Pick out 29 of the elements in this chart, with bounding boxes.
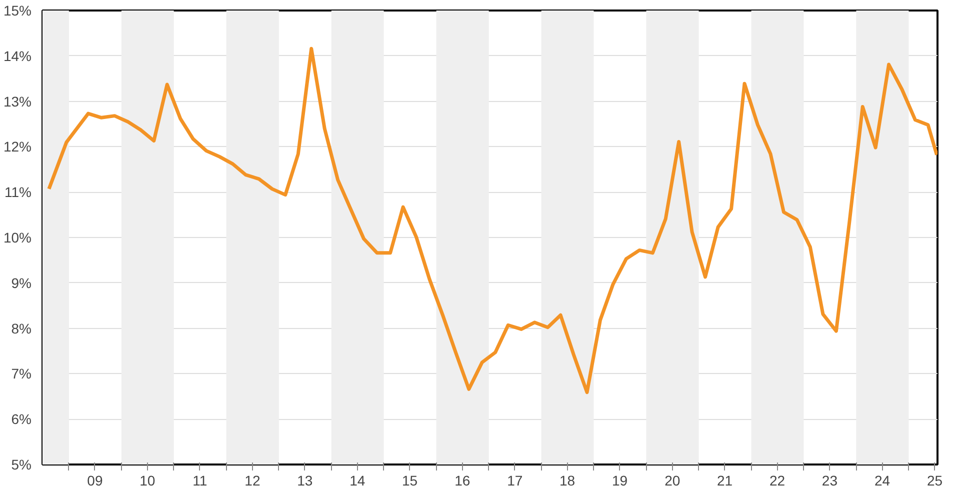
y-tick-label: 12% — [3, 138, 32, 155]
y-tick-label: 9% — [11, 274, 32, 291]
y-tick-label: 10% — [3, 230, 32, 246]
y-tick-label: 6% — [11, 411, 32, 428]
x-tick-label: 24 — [874, 472, 890, 488]
x-tick-label: 17 — [507, 472, 523, 488]
x-tick-label: 10 — [140, 472, 156, 488]
x-tick-label: 11 — [192, 472, 208, 488]
x-tick-label: 16 — [454, 472, 470, 488]
x-tick-label: 13 — [297, 472, 313, 488]
y-tick-label: 13% — [3, 93, 32, 110]
x-tick-label: 12 — [244, 472, 260, 488]
x-tick-label: 23 — [822, 472, 838, 488]
x-tick-label: 14 — [350, 472, 366, 488]
x-tick-label: 19 — [612, 472, 628, 488]
x-tick-label: 15 — [402, 472, 418, 488]
y-tick-label: 8% — [11, 320, 32, 336]
y-tick-label: 11% — [4, 184, 32, 200]
x-tick-label: 22 — [769, 472, 786, 488]
line-series — [47, 46, 938, 394]
x-tick-label: 25 — [926, 472, 943, 488]
x-tick-label: 20 — [664, 472, 680, 488]
y-tick-label: 15% — [3, 2, 32, 18]
x-tick-label: 21 — [717, 472, 733, 488]
y-tick-label: 14% — [3, 48, 32, 64]
y-tick-label: 7% — [11, 366, 32, 382]
x-tick-label: 18 — [560, 472, 576, 488]
y-tick-label: 5% — [11, 456, 32, 472]
x-tick-label: 09 — [87, 472, 103, 488]
